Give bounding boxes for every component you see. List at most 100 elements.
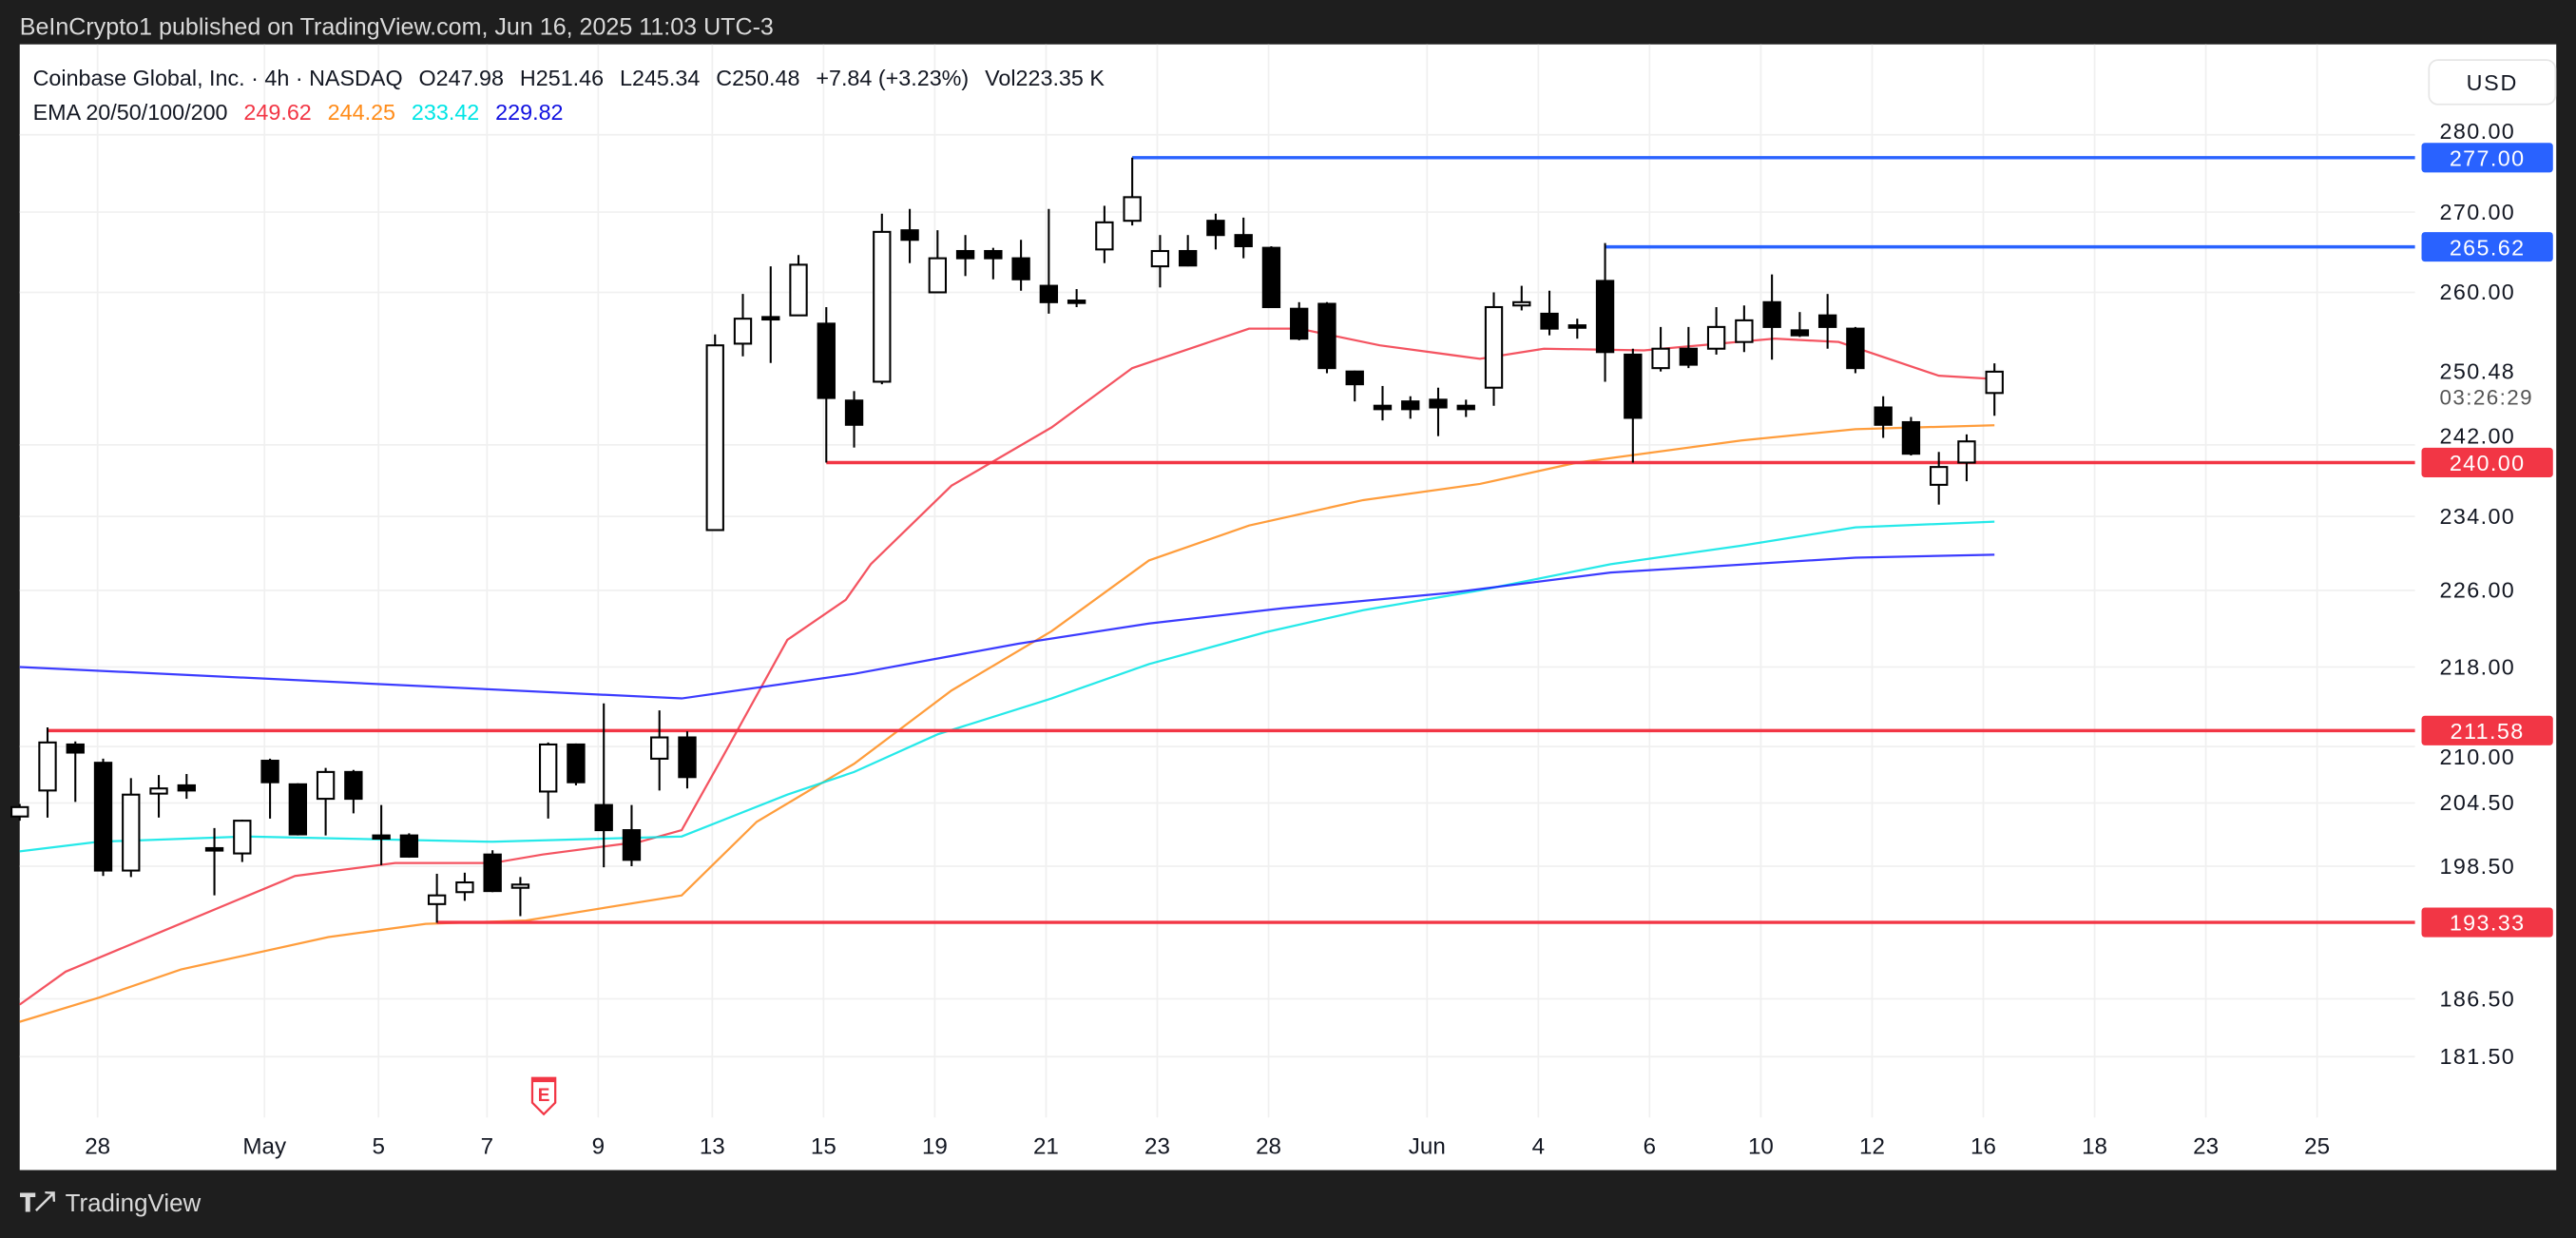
candle-body (1456, 404, 1475, 411)
earnings-marker[interactable]: E (530, 1076, 557, 1116)
candle-body (594, 803, 613, 832)
candle[interactable] (705, 334, 724, 532)
candle[interactable] (1429, 387, 1448, 436)
candle-body (817, 322, 836, 399)
candle-body (1290, 307, 1309, 340)
candle[interactable] (122, 778, 141, 878)
candle[interactable] (1846, 326, 1865, 374)
candle[interactable] (1234, 217, 1253, 259)
candle-body (928, 257, 948, 294)
candle[interactable] (204, 827, 224, 896)
candle[interactable] (1706, 306, 1726, 355)
candle[interactable] (316, 767, 336, 836)
candle[interactable] (260, 758, 279, 819)
candle[interactable] (1039, 208, 1059, 314)
candle-body (455, 880, 474, 894)
candle[interactable] (1290, 301, 1309, 340)
candle[interactable] (761, 266, 780, 363)
candle[interactable] (149, 775, 168, 818)
candle[interactable] (1651, 326, 1670, 372)
candle[interactable] (1901, 416, 1921, 456)
ema-line-ema100 (19, 520, 1995, 853)
candle[interactable] (483, 850, 502, 893)
candle[interactable] (984, 247, 1003, 280)
candle[interactable] (1567, 319, 1586, 339)
candle[interactable] (1150, 235, 1170, 288)
time-tick-label: 13 (700, 1133, 725, 1159)
candle[interactable] (955, 235, 975, 277)
candle[interactable] (1401, 396, 1420, 419)
candle[interactable] (1540, 290, 1559, 336)
candle-body (149, 787, 168, 795)
ema-label[interactable]: EMA 20/50/100/200 (32, 100, 228, 126)
candle[interactable] (622, 804, 642, 867)
candle[interactable] (1178, 235, 1198, 267)
time-tick-label: 10 (1748, 1133, 1774, 1159)
candle[interactable] (372, 804, 391, 865)
candle[interactable] (1261, 245, 1281, 309)
candle[interactable] (733, 294, 753, 357)
candle[interactable] (1011, 240, 1030, 291)
candle[interactable] (399, 833, 419, 859)
candle[interactable] (1735, 305, 1754, 353)
candle[interactable] (1874, 396, 1893, 438)
candle-body (1679, 347, 1699, 366)
price-tick-label: 218.00 (2440, 654, 2516, 679)
price-axis: 280.00 270.00 260.00 242.00 234.00 226.00 218.… (2421, 119, 2553, 1069)
currency-button[interactable]: USD (2428, 59, 2557, 106)
candle[interactable] (539, 742, 558, 819)
candle[interactable] (678, 731, 697, 789)
candle[interactable] (1957, 434, 1976, 482)
candle[interactable] (1067, 289, 1086, 307)
candle[interactable] (1456, 399, 1475, 417)
candle[interactable] (233, 820, 252, 862)
candle[interactable] (427, 873, 447, 923)
candle[interactable] (38, 726, 57, 818)
time-tick-label: 18 (2082, 1133, 2107, 1159)
candle[interactable] (344, 769, 363, 814)
candle[interactable] (455, 872, 474, 901)
candle-body (1123, 196, 1142, 222)
candle[interactable] (1790, 312, 1810, 338)
candle[interactable] (1679, 326, 1699, 369)
candle[interactable] (10, 803, 29, 822)
level-price-label: 265.62 (2450, 235, 2526, 260)
candle-body (1234, 234, 1253, 247)
symbol-name[interactable]: Coinbase Global, Inc. · 4h · NASDAQ (32, 66, 403, 91)
candle[interactable] (1345, 370, 1364, 402)
candle[interactable] (817, 306, 836, 463)
candle[interactable] (900, 208, 919, 263)
candle[interactable] (789, 255, 808, 317)
candle[interactable] (650, 710, 669, 791)
candle[interactable] (1123, 157, 1142, 226)
candle[interactable] (1512, 285, 1531, 311)
candle[interactable] (177, 774, 196, 800)
candle[interactable] (1985, 363, 2004, 416)
footer-brand[interactable]: 𝐓↗ TradingView (20, 1190, 201, 1217)
candle[interactable] (1595, 242, 1615, 382)
candle[interactable] (1317, 301, 1336, 374)
candle[interactable] (510, 877, 530, 917)
candle[interactable] (1817, 294, 1837, 349)
candle[interactable] (594, 703, 613, 868)
time-axis: 28 May 5 7 9 13 15 19 21 23 28 Jun 4 6 10 12 16 18 23 25 (85, 1133, 2330, 1159)
candle[interactable] (928, 230, 948, 294)
candle[interactable] (66, 741, 85, 803)
candle[interactable] (1484, 292, 1504, 406)
candle[interactable] (1930, 452, 1949, 505)
candle-body (1484, 305, 1504, 389)
candle[interactable] (844, 391, 864, 448)
candle[interactable] (873, 213, 892, 385)
ohlc-close: C250.48 (716, 66, 800, 91)
candle[interactable] (567, 743, 586, 785)
candle[interactable] (288, 783, 308, 836)
candle[interactable] (1095, 205, 1114, 263)
candle[interactable] (1206, 213, 1225, 250)
candle[interactable] (93, 758, 113, 877)
candle-body (567, 743, 586, 783)
candle[interactable] (1373, 385, 1393, 421)
candle[interactable] (1762, 274, 1781, 360)
level-lines (47, 156, 2415, 924)
candle[interactable] (1624, 348, 1643, 463)
